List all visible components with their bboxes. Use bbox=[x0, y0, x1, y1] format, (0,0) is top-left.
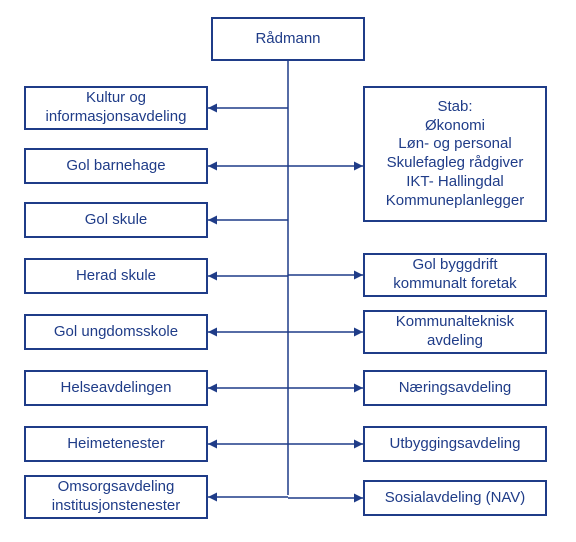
org-box-r3: Kommunalteknisk avdeling bbox=[363, 310, 547, 354]
org-box-label: Rådmann bbox=[255, 30, 320, 49]
org-box-label: Gol ungdomsskole bbox=[54, 323, 178, 342]
org-box-r4: Næringsavdeling bbox=[363, 370, 547, 406]
org-box-label: Kultur og informasjonsavdeling bbox=[46, 89, 187, 127]
org-box-label: Gol skule bbox=[85, 211, 148, 230]
org-box-label: Helseavdelingen bbox=[61, 379, 172, 398]
org-box-label: Næringsavdeling bbox=[399, 379, 512, 398]
org-box-l6: Helseavdelingen bbox=[24, 370, 208, 406]
org-box-label: Omsorgsavdeling institusjonstenester bbox=[52, 478, 180, 516]
org-box-l5: Gol ungdomsskole bbox=[24, 314, 208, 350]
org-box-label: Gol byggdrift kommunalt foretak bbox=[393, 256, 516, 294]
org-box-label: Gol barnehage bbox=[66, 157, 165, 176]
org-box-r6: Sosialavdeling (NAV) bbox=[363, 480, 547, 516]
org-box-label: Heimetenester bbox=[67, 435, 165, 454]
org-box-label: Stab: Økonomi Løn- og personal Skulefagl… bbox=[386, 98, 524, 211]
org-box-root: Rådmann bbox=[211, 17, 365, 61]
org-box-l8: Omsorgsavdeling institusjonstenester bbox=[24, 475, 208, 519]
org-box-label: Utbyggingsavdeling bbox=[390, 435, 521, 454]
org-box-r5: Utbyggingsavdeling bbox=[363, 426, 547, 462]
org-box-l4: Herad skule bbox=[24, 258, 208, 294]
org-box-label: Kommunalteknisk avdeling bbox=[396, 313, 514, 351]
org-box-l1: Kultur og informasjonsavdeling bbox=[24, 86, 208, 130]
org-box-label: Sosialavdeling (NAV) bbox=[385, 489, 526, 508]
org-box-r2: Gol byggdrift kommunalt foretak bbox=[363, 253, 547, 297]
org-box-label: Herad skule bbox=[76, 267, 156, 286]
org-box-l7: Heimetenester bbox=[24, 426, 208, 462]
org-box-r1: Stab: Økonomi Løn- og personal Skulefagl… bbox=[363, 86, 547, 222]
org-box-l3: Gol skule bbox=[24, 202, 208, 238]
org-box-l2: Gol barnehage bbox=[24, 148, 208, 184]
